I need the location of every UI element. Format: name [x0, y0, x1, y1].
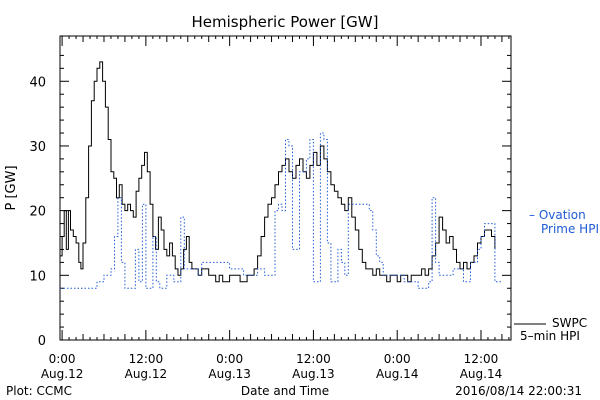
y-tick-label: 10	[29, 269, 46, 284]
x-tick-label-date: Aug.14	[376, 367, 419, 381]
x-tick-label-time: 0:00	[384, 352, 411, 366]
chart-title: Hemispheric Power [GW]	[192, 13, 379, 31]
x-tick-label-time: 12:00	[129, 352, 164, 366]
y-axis: 0 10 20 30 40	[29, 54, 511, 349]
series-layer	[60, 61, 502, 289]
x-tick-label-time: 0:00	[49, 352, 76, 366]
x-tick-label-time: 12:00	[296, 352, 331, 366]
x-tick-label-date: Aug.12	[125, 367, 168, 381]
y-axis-label: P [GW]	[4, 165, 19, 210]
x-tick-label-date: Aug.14	[460, 367, 503, 381]
plot-source-label: Plot: CCMC	[6, 384, 72, 398]
legend: – Ovation Prime HPI SWPC 5–min HPI	[514, 208, 599, 343]
plot-area	[59, 35, 512, 341]
series-swpc-line	[60, 61, 496, 283]
y-tick-label: 40	[29, 75, 46, 90]
series-ovation-prime-line	[60, 132, 502, 289]
x-axis: 0:00Aug.1212:00Aug.120:00Aug.1312:00Aug.…	[41, 36, 510, 381]
y-tick-label: 30	[29, 140, 46, 155]
x-tick-label-date: Aug.13	[208, 367, 251, 381]
x-tick-label-time: 0:00	[216, 352, 243, 366]
legend-ovation-line1: – Ovation	[529, 208, 586, 222]
legend-ovation-line2: Prime HPI	[541, 222, 599, 236]
x-axis-label: Date and Time	[241, 384, 329, 398]
plot-timestamp: 2016/08/14 22:00:31	[455, 384, 582, 398]
x-tick-label-time: 12:00	[464, 352, 499, 366]
legend-swpc-line2: 5–min HPI	[520, 329, 580, 343]
legend-swpc-line1: SWPC	[552, 316, 587, 330]
x-tick-label-date: Aug.12	[41, 367, 84, 381]
x-tick-label-date: Aug.13	[292, 367, 335, 381]
y-tick-label: 20	[29, 205, 46, 220]
y-tick-label: 0	[38, 334, 46, 349]
